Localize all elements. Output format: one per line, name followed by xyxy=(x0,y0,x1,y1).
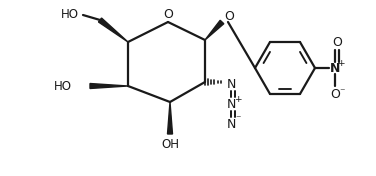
Text: O: O xyxy=(224,11,234,24)
Text: O: O xyxy=(332,36,342,49)
Text: +: + xyxy=(337,59,345,68)
Text: O: O xyxy=(163,8,173,21)
Text: +: + xyxy=(234,95,242,103)
Text: N: N xyxy=(330,61,340,74)
Text: N: N xyxy=(226,98,236,111)
Polygon shape xyxy=(167,102,173,134)
Text: HO: HO xyxy=(54,80,72,93)
Text: ⁻: ⁻ xyxy=(235,114,241,124)
Text: OH: OH xyxy=(161,139,179,152)
Text: ⁻: ⁻ xyxy=(339,87,345,97)
Polygon shape xyxy=(205,20,224,40)
Polygon shape xyxy=(99,18,128,42)
Text: O: O xyxy=(330,87,340,100)
Text: N: N xyxy=(226,77,236,90)
Polygon shape xyxy=(90,83,128,89)
Text: HO: HO xyxy=(61,8,79,21)
Text: N: N xyxy=(226,118,236,130)
